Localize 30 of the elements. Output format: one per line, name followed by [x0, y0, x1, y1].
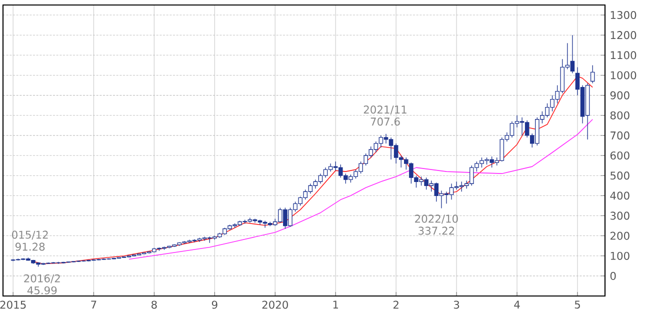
y-tick-label: 100: [610, 252, 630, 260]
annotation: 015/12 91.28: [12, 230, 48, 251]
x-tick-label: 2: [393, 300, 398, 309]
x-tick-label: 3: [454, 300, 460, 309]
y-tick-label: 900: [610, 91, 630, 100]
y-tick-label: 0: [610, 272, 616, 280]
x-tick-label: 8: [152, 300, 157, 309]
y-tick-label: 1000: [610, 71, 636, 80]
y-tick-label: 1200: [610, 31, 636, 40]
x-tick-label: 2015: [0, 300, 26, 309]
x-tick-label: 1: [333, 300, 338, 308]
y-tick-label: 600: [610, 151, 630, 160]
y-tick-label: 300: [610, 212, 630, 220]
x-tick-label: 7: [91, 300, 96, 308]
annotation: 2022/10 337.22: [415, 214, 458, 235]
y-tick-label: 500: [610, 172, 630, 180]
y-tick-label: 1100: [610, 51, 636, 60]
line-series: [128, 118, 594, 260]
annotation: 2016/2 45.99: [24, 274, 60, 294]
x-tick-label: 5: [574, 300, 580, 309]
x-tick-label: 4: [514, 300, 520, 308]
y-tick-label: 1300: [610, 10, 636, 20]
y-tick-label: 700: [610, 131, 630, 140]
x-tick-label: 9: [212, 300, 218, 309]
x-tick-label: 2020: [262, 300, 288, 309]
y-tick-label: 400: [610, 192, 630, 200]
y-tick-label: 200: [610, 232, 630, 240]
annotation: 2021/11 707.6: [364, 106, 406, 126]
candlestick: [590, 64, 595, 84]
y-tick-label: 800: [610, 111, 630, 120]
